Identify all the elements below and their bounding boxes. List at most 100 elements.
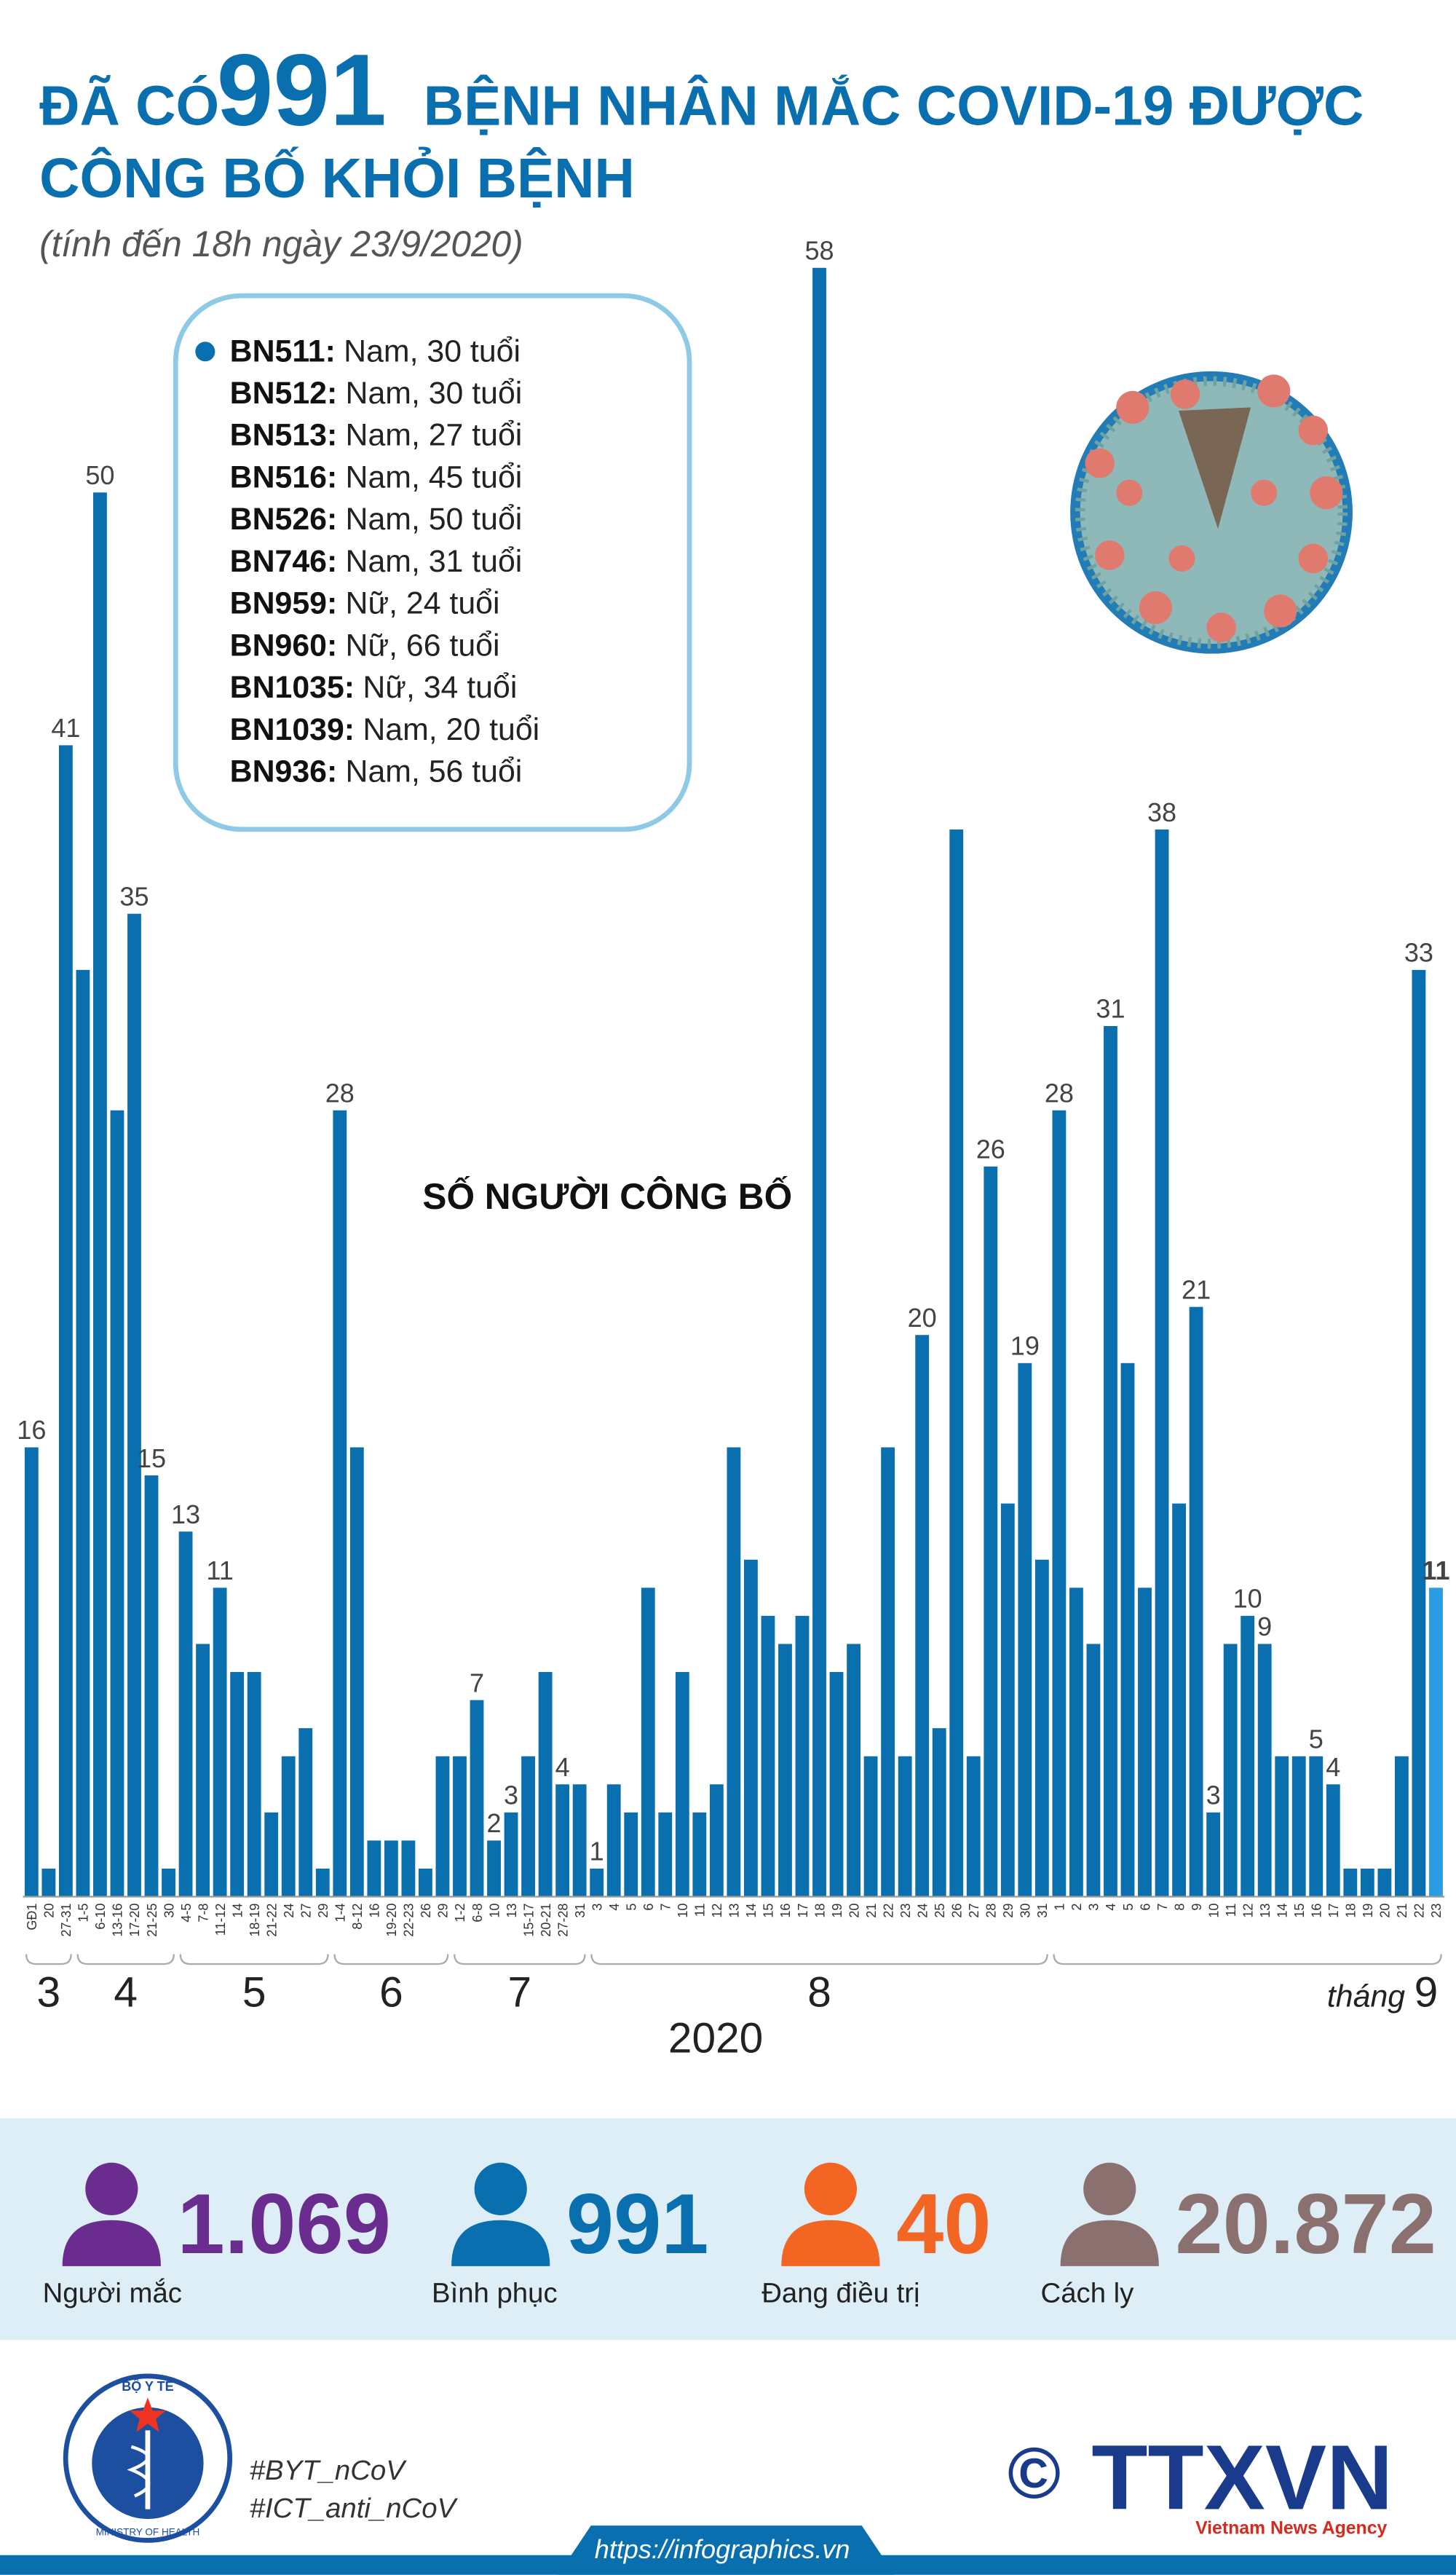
patient-id: BN512:	[230, 376, 338, 411]
bar	[24, 1447, 39, 1897]
bar	[384, 1840, 398, 1897]
bar	[93, 492, 107, 1897]
x-tick-label: 14	[744, 1904, 759, 1918]
patient-id: BN936:	[230, 754, 338, 789]
value-label: 16	[17, 1415, 46, 1445]
bar	[1086, 1644, 1101, 1897]
x-tick-label: 16	[368, 1904, 382, 1918]
chart-label: SỐ NGƯỜI CÔNG BỐ	[422, 1175, 792, 1217]
patient-id: BN513:	[230, 418, 338, 453]
x-tick-label: 1-5	[76, 1904, 91, 1923]
bar	[144, 1475, 159, 1897]
x-tick-label: 16	[778, 1904, 793, 1918]
bar	[76, 969, 90, 1897]
bar	[606, 1784, 621, 1897]
value-label: 26	[976, 1135, 1005, 1164]
patient-entry: BN1039: Nam, 20 tuổi	[230, 712, 539, 747]
patient-info: Nam, 50 tuổi	[346, 502, 523, 537]
patient-entry: BN513: Nam, 27 tuổi	[230, 418, 523, 453]
value-label: 20	[908, 1303, 937, 1333]
x-tick-label: 11-12	[213, 1904, 228, 1936]
x-tick-label: 20-21	[539, 1904, 553, 1937]
x-tick-label: 10	[487, 1904, 502, 1918]
patient-id: BN1039:	[230, 712, 355, 747]
bar	[829, 1672, 844, 1897]
person-icon-head	[85, 2162, 138, 2215]
month-bracket	[454, 1954, 586, 1965]
bar	[1189, 1306, 1203, 1897]
bar	[624, 1812, 638, 1897]
stat-value: 40	[896, 2176, 991, 2271]
stat-value: 1.069	[178, 2176, 391, 2271]
bar	[401, 1840, 416, 1897]
bar	[675, 1672, 689, 1897]
bar	[213, 1588, 227, 1897]
copyright: ©	[1008, 2433, 1061, 2514]
bar	[984, 1166, 998, 1897]
bar	[1052, 1110, 1067, 1897]
ministry-bottom: MINISTRY OF HEALTH	[96, 2527, 200, 2538]
bar	[487, 1840, 501, 1897]
x-tick-label: 29	[316, 1904, 331, 1918]
stat-label: Bình phục	[432, 2277, 558, 2308]
value-label: 10	[1233, 1584, 1262, 1614]
bar	[1172, 1503, 1186, 1897]
patient-entry: BN511: Nam, 30 tuổi	[230, 334, 521, 368]
x-tick-label: 14	[1275, 1904, 1289, 1918]
bar	[847, 1644, 860, 1897]
x-tick-label: 20	[42, 1904, 57, 1918]
x-tick-label: 21-22	[264, 1904, 279, 1937]
patient-id: BN526:	[230, 502, 338, 537]
patient-entry: BN746: Nam, 31 tuổi	[230, 544, 523, 579]
x-tick-label: 29	[436, 1904, 451, 1918]
x-tick-label: 8	[1172, 1904, 1187, 1911]
value-label: 21	[1182, 1274, 1211, 1304]
url-tab	[558, 2525, 895, 2575]
stat-label: Cách ly	[1041, 2277, 1135, 2308]
patient-info: Nam, 30 tuổi	[346, 376, 523, 411]
bar	[1104, 1026, 1117, 1897]
patient-info: Nam, 30 tuổi	[344, 334, 521, 368]
x-tick-label: 3	[590, 1904, 604, 1911]
x-tick-label: 7	[659, 1904, 673, 1911]
x-tick-label: 20	[1378, 1904, 1393, 1918]
month-bracket	[590, 1954, 1048, 1965]
x-tick-label: 19	[1361, 1904, 1375, 1918]
patient-info: Nam, 45 tuổi	[346, 460, 523, 494]
agency: TTXVN	[1091, 2426, 1393, 2529]
x-tick-label: 26	[419, 1904, 433, 1918]
x-tick-label: GĐ1	[25, 1904, 39, 1931]
value-label: 2	[486, 1808, 501, 1838]
patient-entry: BN512: Nam, 30 tuổi	[230, 376, 523, 411]
x-tick-label: 1-4	[333, 1904, 348, 1923]
x-tick-label: 11	[693, 1904, 708, 1917]
value-label: 7	[470, 1668, 484, 1697]
value-label: 28	[325, 1078, 355, 1108]
hashtag: #ICT_anti_nCoV	[250, 2493, 459, 2524]
patient-entry: BN1035: Nữ, 34 tuổi	[230, 670, 518, 705]
x-tick-label: 30	[1018, 1904, 1033, 1918]
bar	[349, 1447, 364, 1897]
x-tick-label: 15	[761, 1904, 776, 1918]
bar	[881, 1447, 895, 1897]
bar	[1206, 1812, 1221, 1897]
bar	[504, 1812, 518, 1897]
title-number: 991	[217, 33, 387, 147]
bar	[812, 267, 826, 1897]
x-tick-label: 12	[710, 1904, 724, 1918]
stats: 1.069 Người mắc 991 Bình phục 40 Đang điều tr…	[43, 2162, 1436, 2308]
x-tick-label: 22	[1412, 1904, 1427, 1918]
hashtag: #BYT_nCoV	[250, 2455, 407, 2486]
value-label: 58	[804, 236, 834, 266]
patient-id: BN511:	[230, 334, 336, 368]
bar	[795, 1615, 810, 1897]
patient-entry: BN936: Nam, 56 tuổi	[230, 754, 523, 789]
bar	[196, 1644, 210, 1897]
title-line2: CÔNG BỐ KHỎI BỆNH	[39, 147, 635, 210]
month-bracket	[25, 1954, 72, 1965]
x-tick-label: 4-5	[179, 1904, 194, 1923]
bar	[863, 1756, 878, 1897]
x-tick-label: 14	[230, 1904, 245, 1918]
bar	[264, 1812, 279, 1897]
